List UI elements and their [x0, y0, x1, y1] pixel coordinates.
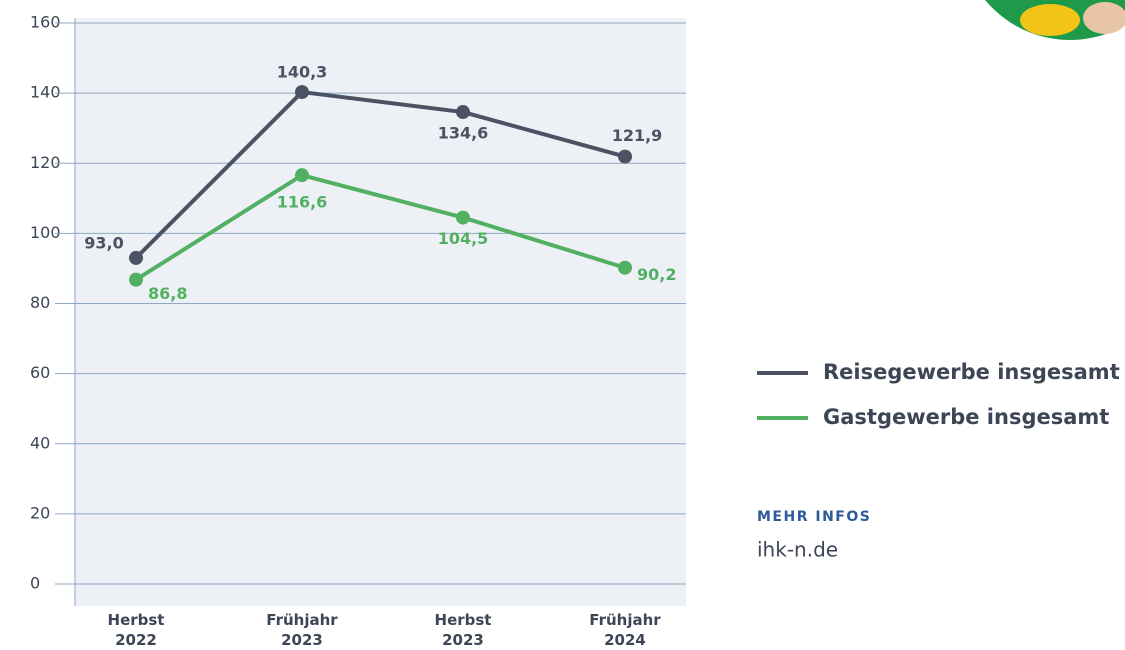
more-info-link[interactable]: ihk-n.de [757, 538, 838, 562]
data-label: 90,2 [637, 265, 676, 284]
y-tick-label: 160 [30, 13, 61, 32]
data-label: 140,3 [277, 63, 328, 82]
point [129, 251, 143, 265]
data-label: 104,5 [438, 229, 489, 248]
y-tick-label: 120 [30, 153, 61, 172]
y-tick-label: 0 [30, 574, 40, 593]
point [618, 150, 632, 164]
plot-background [75, 18, 686, 606]
point [618, 261, 632, 275]
point [456, 105, 470, 119]
data-label: 116,6 [277, 193, 328, 212]
legend-label: Gastgewerbe insgesamt [823, 405, 1109, 429]
y-tick-label: 60 [30, 363, 50, 382]
more-info-heading: MEHR INFOS [757, 509, 871, 525]
point [129, 273, 143, 287]
data-label: 86,8 [148, 284, 187, 303]
point [456, 211, 470, 225]
decoration [960, 0, 1125, 40]
data-label: 121,9 [612, 126, 663, 145]
y-tick-label: 40 [30, 433, 50, 452]
point [295, 85, 309, 99]
y-tick-label: 140 [30, 83, 61, 102]
y-tick-label: 100 [30, 223, 61, 242]
y-tick-label: 80 [30, 293, 50, 312]
data-label: 134,6 [438, 124, 489, 143]
y-tick-label: 20 [30, 503, 50, 522]
legend-label: Reisegewerbe insgesamt [823, 360, 1120, 384]
data-label: 93,0 [84, 233, 123, 252]
point [295, 168, 309, 182]
chart: MEHR INFOS ihk-n.de 0 20 40 60 80 100 120 140 16… [0, 0, 1125, 650]
